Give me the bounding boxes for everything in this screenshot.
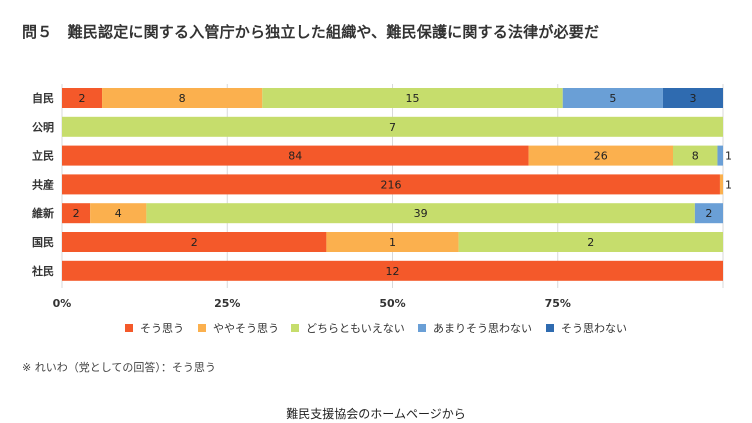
- bar-segment: [326, 232, 459, 252]
- legend-label: あまりそう思わない: [433, 322, 532, 335]
- category-label: 国民: [32, 236, 54, 249]
- bar-segment: [62, 260, 723, 281]
- bar-segment: [458, 232, 723, 252]
- bar-segment: [102, 88, 263, 108]
- data-label: 12: [386, 265, 400, 278]
- data-label: 2: [191, 236, 198, 249]
- bar-segment: [717, 145, 723, 166]
- bar-segment: [62, 232, 327, 252]
- data-label: 2: [79, 92, 86, 105]
- bar-segment: [146, 203, 695, 224]
- data-label: 5: [609, 92, 616, 105]
- data-label: 1: [725, 150, 732, 163]
- bar-segment: [62, 203, 91, 224]
- legend-swatch: [125, 324, 133, 332]
- data-label: 15: [406, 92, 420, 105]
- bar-segment: [719, 174, 723, 195]
- bar-segment: [262, 88, 563, 108]
- legend-label: ややそう思う: [213, 322, 279, 335]
- x-tick-label: 25%: [214, 297, 240, 310]
- data-label: 3: [689, 92, 696, 105]
- category-label: 社民: [31, 264, 54, 278]
- category-label: 立民: [32, 149, 54, 163]
- bar-segment: [62, 145, 529, 166]
- bar-segment: [694, 203, 723, 224]
- category-label: 自民: [32, 91, 54, 105]
- legend-swatch: [291, 324, 299, 332]
- data-label: 26: [594, 150, 608, 163]
- category-label: 維新: [32, 206, 54, 220]
- legend-swatch: [546, 324, 554, 332]
- legend-swatch: [418, 324, 426, 332]
- bar-segment: [562, 88, 663, 108]
- bar-segment: [62, 174, 720, 195]
- legend-label: そう思わない: [561, 322, 627, 335]
- data-label: 7: [389, 121, 396, 134]
- chart-title: 問５ 難民認定に関する入管庁から独立した組織や、難民保護に関する法律が必要だ: [22, 23, 600, 41]
- data-label: 1: [389, 236, 396, 249]
- data-label: 8: [692, 150, 699, 163]
- x-tick-label: 0%: [53, 297, 72, 310]
- bar-segment: [673, 145, 718, 166]
- source-caption: 難民支援協会のホームページから: [286, 407, 466, 421]
- bar-segment: [62, 88, 103, 108]
- legend-swatch: [198, 324, 206, 332]
- data-label: 216: [380, 178, 401, 191]
- footnote: ※ れいわ（党としての回答）：そう思う: [22, 361, 216, 374]
- bar-segment: [662, 88, 723, 108]
- data-label: 2: [705, 207, 712, 220]
- data-label: 84: [288, 150, 302, 163]
- data-label: 2: [73, 207, 80, 220]
- category-label: 公明: [32, 121, 54, 134]
- legend-label: どちらともいえない: [306, 322, 405, 335]
- category-label: 共産: [32, 177, 54, 191]
- data-label: 2: [587, 236, 594, 249]
- data-label: 1: [725, 178, 732, 191]
- x-tick-label: 50%: [379, 297, 405, 310]
- bar-segment: [528, 145, 674, 166]
- data-label: 39: [414, 207, 428, 220]
- legend-label: そう思う: [140, 322, 184, 335]
- bar-segment: [90, 203, 147, 224]
- data-label: 4: [115, 207, 122, 220]
- x-tick-label: 75%: [545, 297, 571, 310]
- bar-segment: [62, 116, 723, 137]
- data-label: 8: [179, 92, 186, 105]
